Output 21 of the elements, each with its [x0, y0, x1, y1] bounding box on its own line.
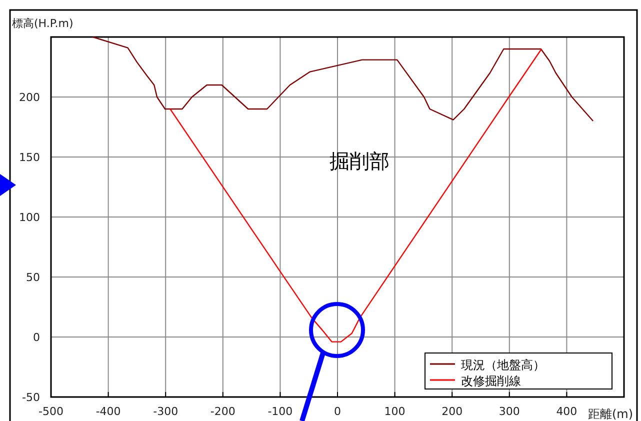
x-tick-label: 300 [498, 405, 520, 418]
legend-label: 改修掘削線 [461, 374, 521, 388]
x-axis-title: 距離(m) [588, 407, 634, 421]
x-tick-label: -100 [268, 405, 293, 418]
annotation: 掘削部 [330, 149, 390, 173]
x-tick-label: -200 [210, 405, 236, 418]
x-tick-label: -500 [38, 405, 64, 418]
y-tick-label: 100 [19, 211, 40, 224]
legend-label: 現況（地盤高） [461, 358, 545, 372]
x-tick-label: -300 [153, 405, 178, 418]
x-tick-label: 400 [556, 405, 578, 418]
x-tick-label: 200 [442, 405, 463, 418]
y-tick-label: 150 [19, 151, 40, 164]
x-tick-label: -400 [96, 405, 121, 418]
y-tick-label: 200 [19, 91, 40, 104]
x-tick-label: 0 [334, 405, 341, 418]
y-tick-label: 50 [26, 271, 40, 284]
y-tick-label: -50 [22, 391, 40, 404]
x-tick-label: 100 [384, 405, 406, 418]
y-axis-title: 標高(H.P.m) [12, 17, 74, 30]
y-tick-label: 0 [33, 331, 40, 344]
